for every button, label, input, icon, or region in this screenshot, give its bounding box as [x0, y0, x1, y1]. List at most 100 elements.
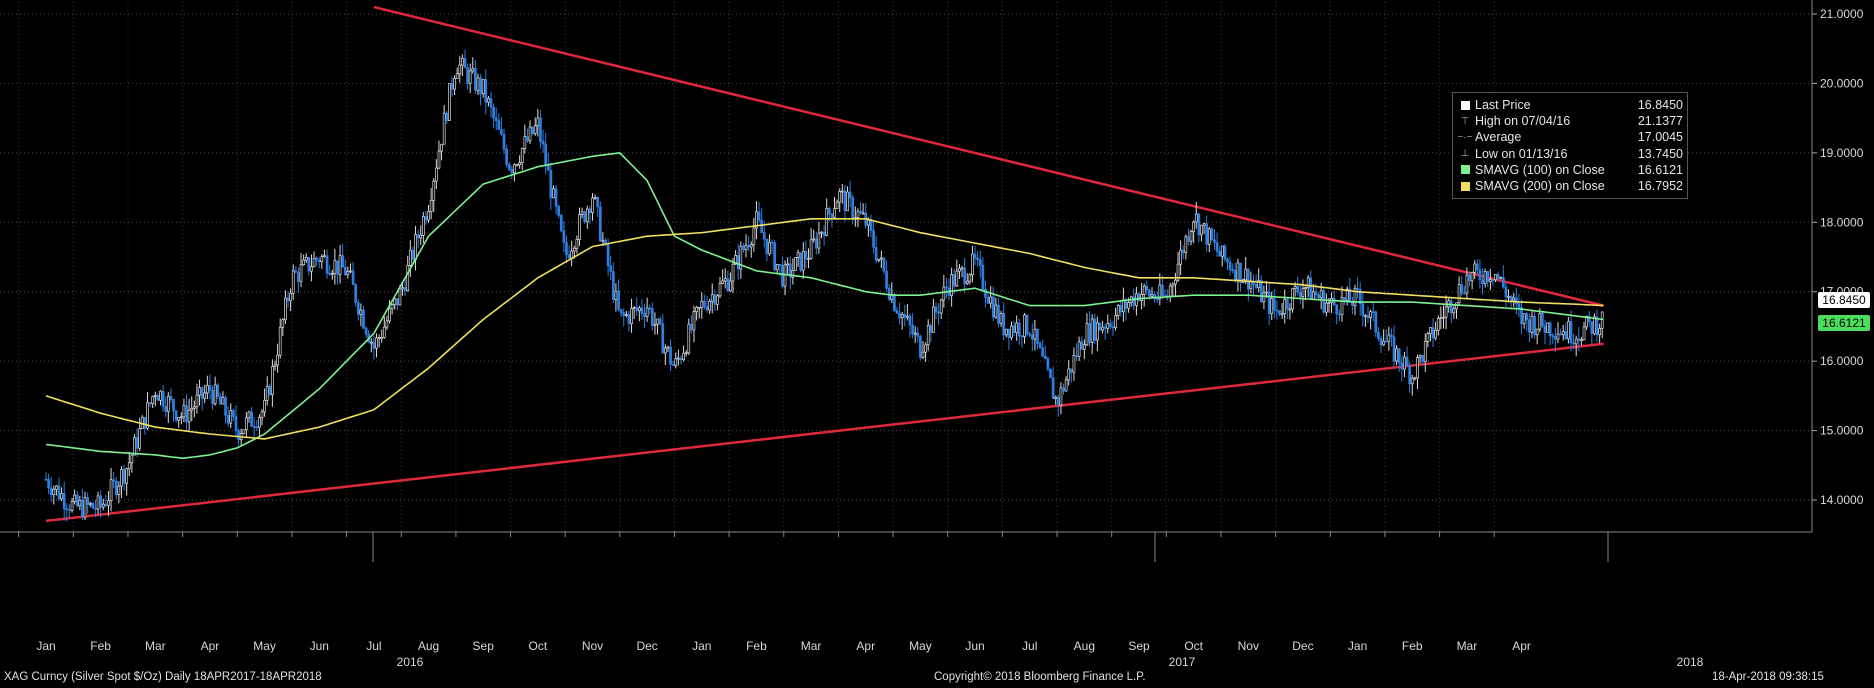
price-candle: [476, 73, 480, 96]
candle-body: [520, 148, 524, 164]
x-tick-label: Nov: [582, 639, 603, 653]
average-marker-icon: −·−: [1457, 131, 1473, 143]
candle-body: [1590, 321, 1594, 334]
x-tick-label: Dec: [1292, 639, 1313, 653]
price-candle: [515, 163, 519, 167]
price-candle: [1114, 307, 1117, 331]
candle-body: [1325, 302, 1328, 313]
price-candle: [99, 490, 103, 518]
candle-body: [1171, 283, 1175, 287]
candle-body: [1304, 286, 1307, 289]
candle-body: [893, 294, 896, 311]
x-tick-label: Mar: [145, 639, 166, 653]
price-candle: [788, 256, 792, 290]
candle-body: [229, 410, 233, 424]
candle-body: [1574, 338, 1578, 345]
price-candle: [794, 257, 797, 271]
price-candle: [552, 185, 555, 199]
candle-body: [395, 298, 399, 306]
price-candle: [1080, 336, 1084, 350]
candle-body: [1374, 311, 1378, 333]
price-candle: [372, 335, 376, 360]
price-candle: [411, 246, 415, 265]
candle-body: [1332, 297, 1336, 306]
price-candle: [825, 198, 829, 237]
candle-body: [377, 337, 381, 339]
year-label: 2016: [397, 655, 424, 669]
price-candle: [1244, 256, 1248, 284]
price-candle: [919, 334, 922, 360]
price-candle: [1475, 258, 1479, 275]
candle-body: [161, 390, 165, 407]
price-candle: [640, 299, 644, 320]
candle-body: [437, 150, 441, 169]
candle-body: [1397, 348, 1401, 364]
price-candle: [1129, 295, 1133, 307]
candle-body: [809, 239, 813, 259]
candle-body: [1041, 347, 1045, 357]
candle-body: [614, 290, 618, 300]
price-candle: [159, 390, 162, 406]
price-candle: [1421, 354, 1425, 366]
price-candle: [796, 249, 800, 267]
price-candle: [489, 91, 493, 118]
candle-body: [1127, 302, 1130, 309]
candle-body: [1535, 328, 1539, 336]
price-candle: [952, 268, 956, 294]
candle-body: [991, 296, 995, 318]
candle-body: [86, 497, 89, 505]
price-candle: [1158, 273, 1162, 306]
candle-body: [585, 208, 589, 222]
price-candle: [781, 256, 784, 289]
price-candle: [1197, 212, 1201, 243]
candle-body: [830, 213, 834, 218]
candle-body: [1197, 213, 1201, 236]
candle-body: [911, 324, 914, 335]
candle-body: [255, 426, 259, 429]
price-candle: [458, 56, 462, 83]
price-candle: [1525, 311, 1529, 332]
candle-body: [75, 494, 79, 507]
candle-body: [169, 395, 173, 400]
candle-body: [1475, 263, 1479, 271]
candle-body: [695, 307, 698, 312]
price-candle: [651, 302, 654, 331]
candle-body: [1572, 342, 1575, 345]
candle-body: [1036, 328, 1039, 344]
candle-body: [455, 73, 459, 79]
candle-body: [364, 327, 368, 335]
price-candle: [375, 333, 378, 358]
candle-body: [760, 219, 764, 233]
candle-body: [245, 417, 248, 431]
candle-body: [796, 252, 800, 258]
candle-body: [190, 408, 194, 411]
legend-item: SMAVG (100) on Close 16.6121: [1459, 162, 1683, 178]
moving-averages: [45, 152, 1604, 460]
candle-body: [812, 238, 816, 241]
candle-body: [666, 346, 670, 349]
price-candle: [1590, 321, 1594, 345]
candle-body: [739, 245, 743, 270]
candle-body: [1598, 328, 1601, 336]
candle-body: [1488, 279, 1492, 282]
lower-trendline: [45, 342, 1604, 523]
candle-body: [518, 162, 521, 166]
candle-body: [643, 312, 646, 318]
price-candle: [664, 344, 667, 365]
price-candle: [1387, 326, 1391, 351]
price-candle: [1038, 341, 1042, 349]
price-candle: [1288, 303, 1292, 320]
candle-body: [1327, 301, 1331, 304]
candle-body: [1275, 309, 1279, 312]
price-candle: [1213, 229, 1216, 250]
price-candle: [1353, 284, 1357, 316]
price-candle: [1522, 313, 1526, 329]
candle-body: [723, 278, 727, 282]
price-candle: [848, 180, 852, 208]
price-candle: [289, 288, 292, 311]
price-candle: [393, 297, 397, 310]
candle-body: [900, 314, 904, 319]
price-candle: [174, 409, 178, 423]
candle-body: [1390, 334, 1393, 338]
candle-body: [47, 479, 50, 489]
